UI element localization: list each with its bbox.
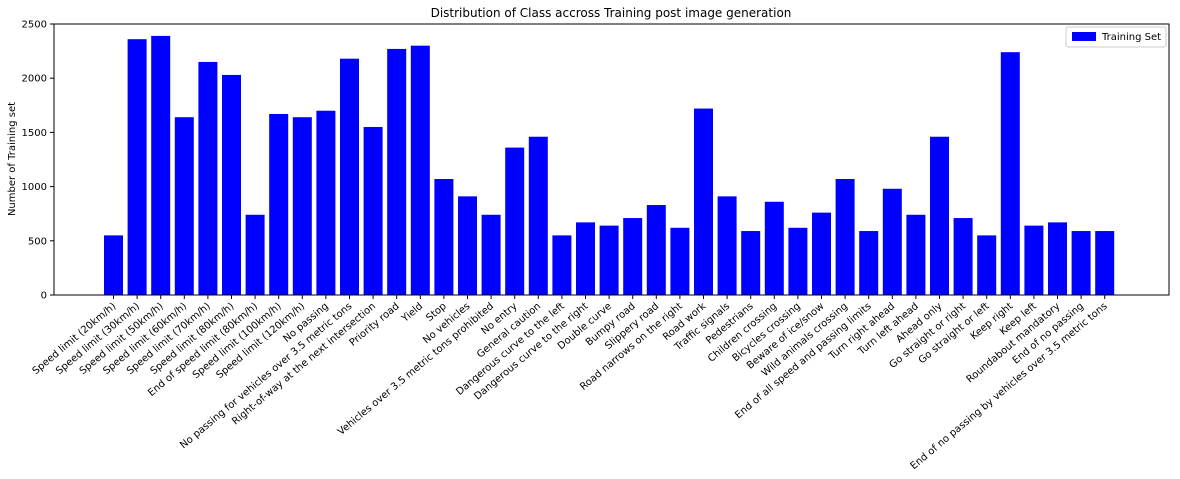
bar [741, 231, 761, 295]
bar [694, 108, 713, 295]
bar [906, 214, 926, 295]
bar [576, 222, 595, 295]
bar [882, 188, 902, 295]
plot-frame [53, 23, 1170, 296]
bar [1071, 231, 1091, 295]
bar [316, 110, 336, 295]
bar [788, 227, 808, 295]
bar [245, 214, 265, 295]
bar [481, 214, 501, 295]
bar [458, 196, 477, 295]
bar [812, 212, 831, 295]
bar [717, 196, 737, 295]
y-axis: 0 500 1000 1500 2000 2500 [22, 20, 54, 302]
bar [104, 235, 123, 295]
bar [174, 117, 194, 295]
bar [151, 35, 171, 296]
bar [646, 205, 666, 295]
bar [953, 218, 973, 295]
y-tick-label: 2000 [22, 74, 47, 85]
bar [552, 235, 572, 295]
legend-label: Training Set [1101, 32, 1161, 43]
bar [1095, 231, 1115, 295]
bar [599, 225, 619, 295]
bar [1048, 222, 1067, 295]
bar [410, 45, 430, 296]
bar [528, 136, 548, 295]
bar [363, 126, 383, 295]
bar [198, 61, 218, 295]
bar [127, 39, 147, 296]
bar [269, 113, 289, 295]
chart-title: Distribution of Class accross Training p… [431, 6, 792, 20]
bar [505, 147, 525, 295]
bar [387, 48, 407, 296]
bars-layer [104, 35, 1115, 296]
bar [764, 201, 784, 295]
bar [930, 136, 949, 295]
bar [1024, 225, 1044, 295]
y-tick-label: 2500 [22, 20, 47, 31]
y-tick-label: 1000 [22, 182, 47, 193]
bar [670, 227, 690, 295]
bar [1000, 52, 1020, 296]
bar [977, 235, 997, 295]
bar [835, 179, 855, 295]
bar [859, 231, 879, 295]
bar [222, 74, 241, 295]
x-axis: Speed limit (20km/h)Speed limit (30km/h)… [31, 295, 1110, 472]
bar [623, 218, 643, 295]
legend: Training Set [1065, 26, 1167, 48]
bar [292, 117, 312, 295]
y-tick-label: 0 [41, 291, 47, 302]
y-axis-label: Number of Training set [7, 102, 18, 216]
x-tick-label: Yield [399, 301, 425, 325]
y-tick-label: 1500 [22, 128, 47, 139]
y-tick-label: 500 [28, 236, 47, 247]
bar [340, 58, 359, 295]
legend-swatch [1072, 32, 1096, 41]
bar [434, 179, 454, 295]
